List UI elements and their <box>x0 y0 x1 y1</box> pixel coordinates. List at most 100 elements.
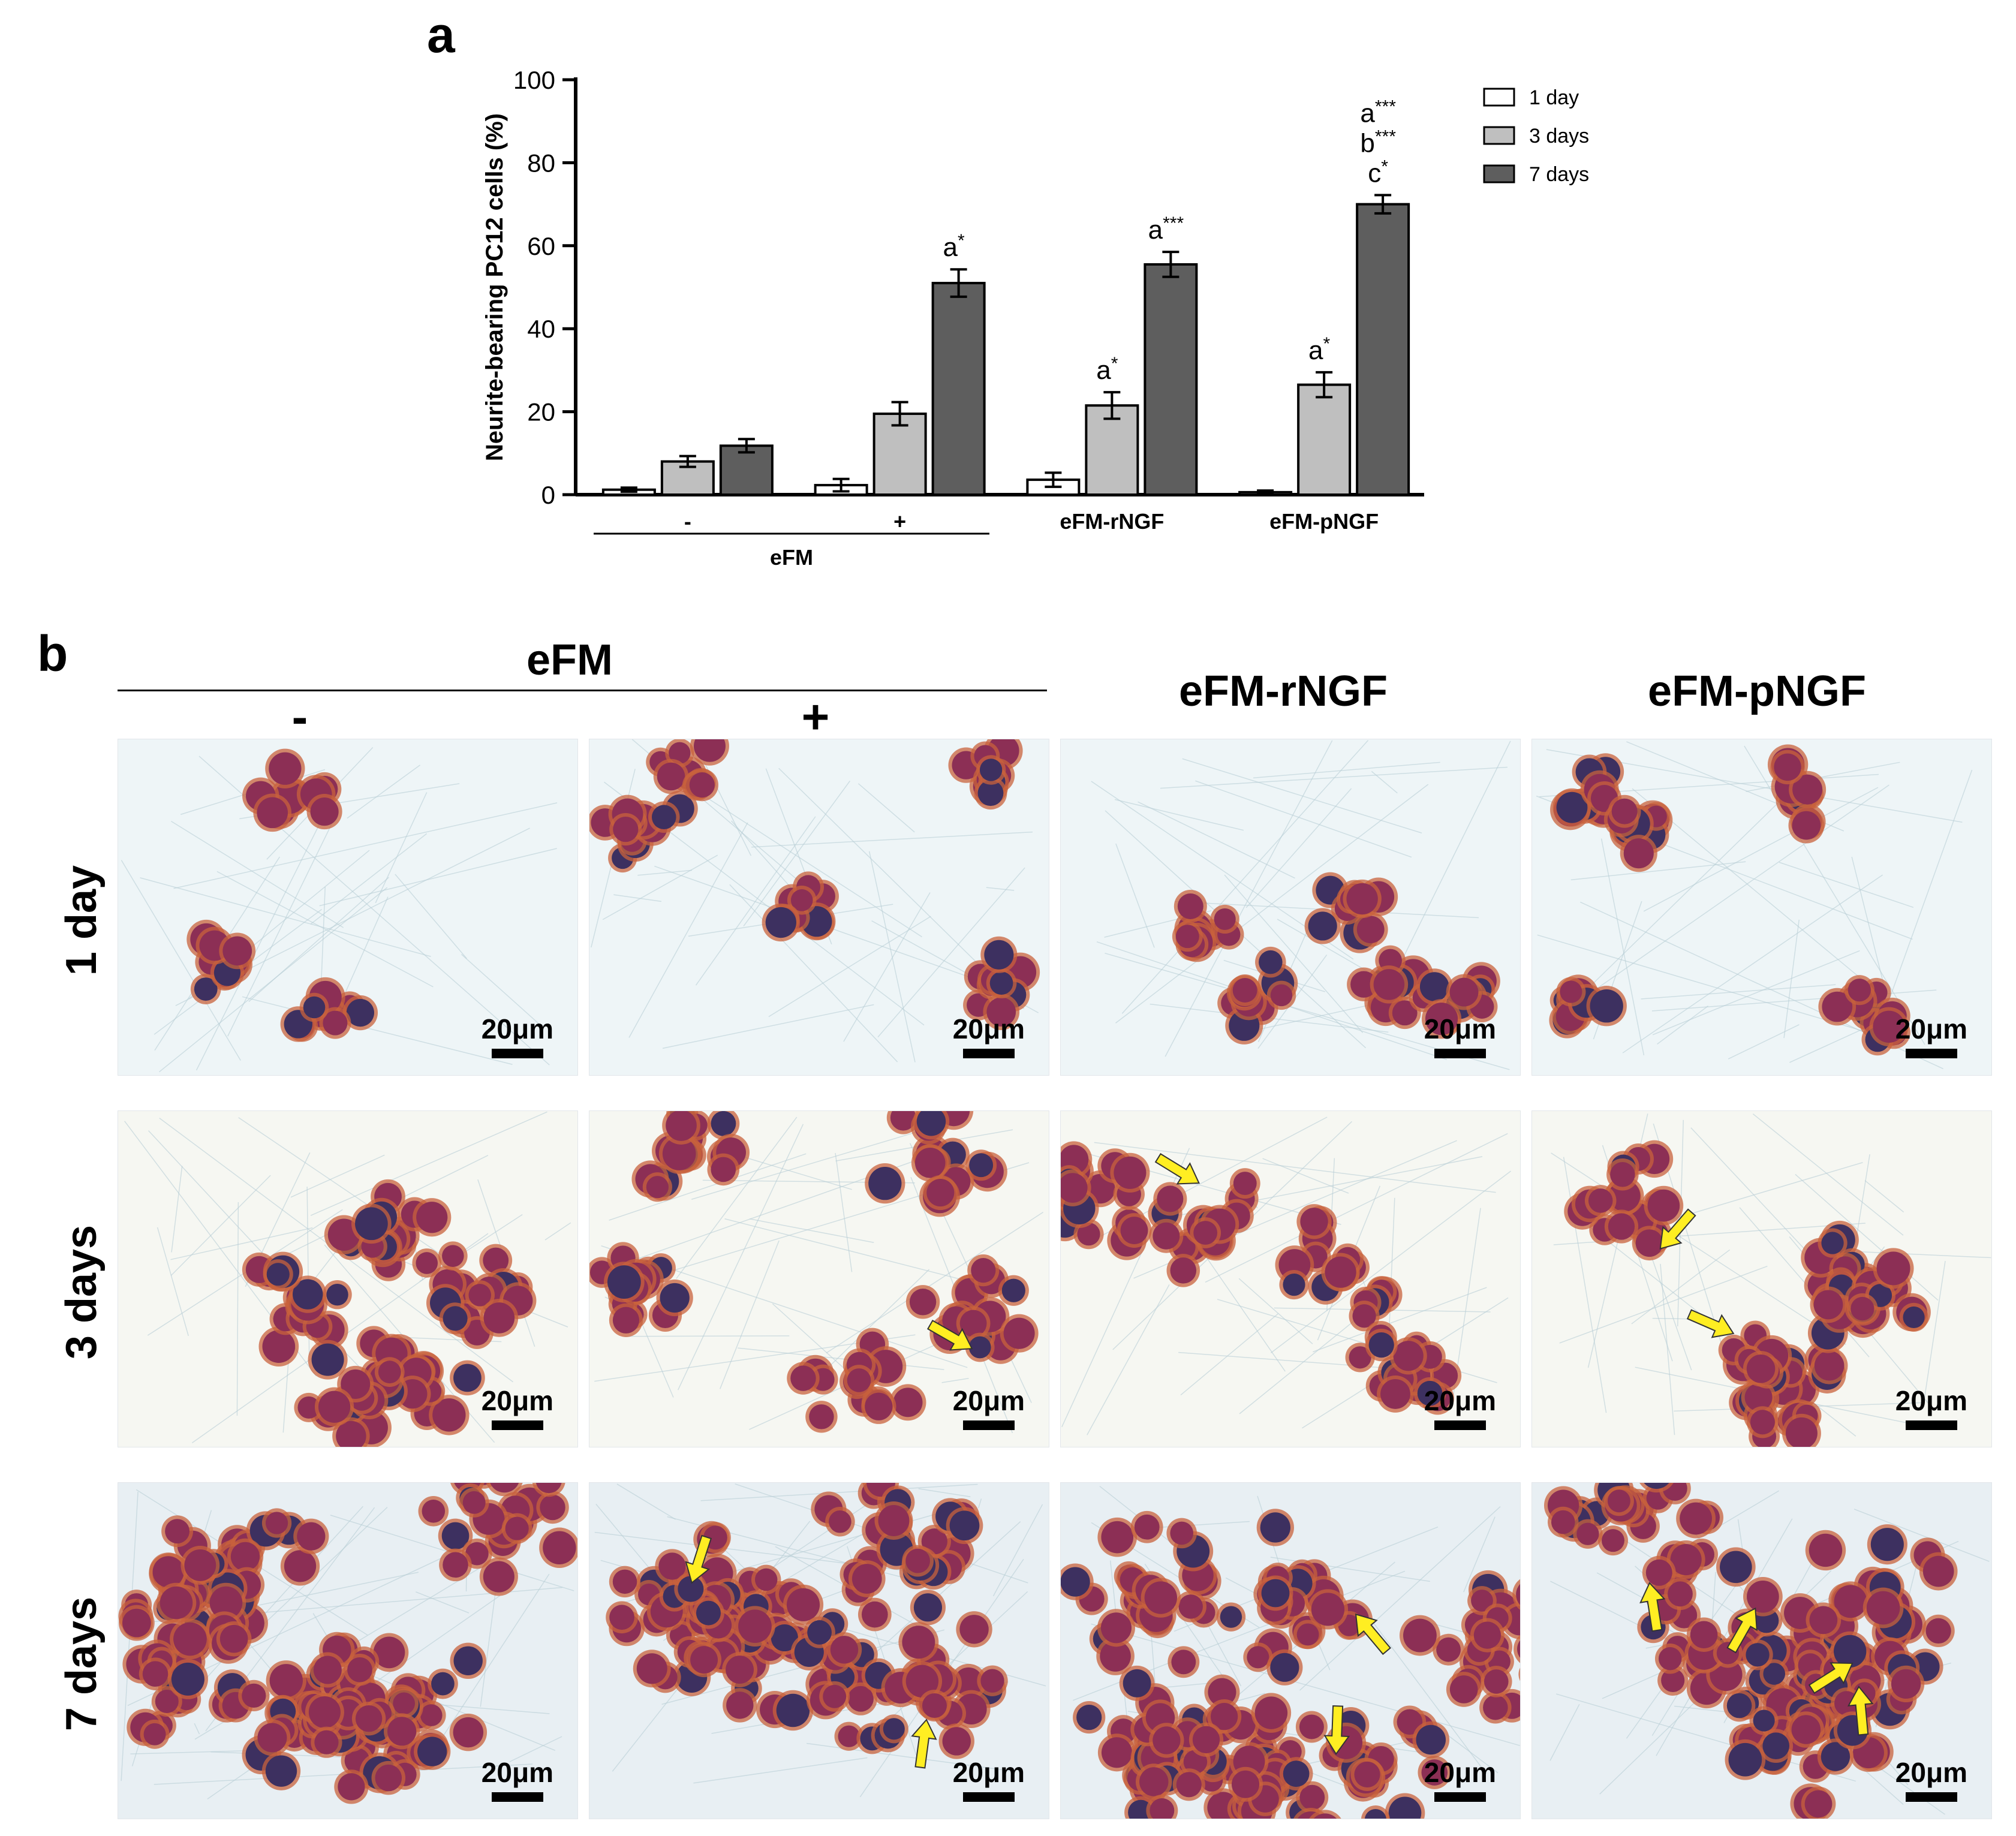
y-tick-label: 40 <box>527 315 555 343</box>
neurite-arrow-icon <box>1847 1685 1874 1736</box>
scale-bar-line <box>1434 1792 1486 1802</box>
bar <box>1297 383 1352 496</box>
neurite-arrow-icon <box>1355 1613 1391 1656</box>
efm-group-label: eFM <box>526 636 613 684</box>
scale-bar-line <box>1905 1420 1957 1430</box>
significance-label: c* <box>1368 156 1388 188</box>
micrograph-efm-pngf-3-days: 20μm <box>1531 1110 1992 1447</box>
y-tick-label: 80 <box>527 149 555 177</box>
scale-bar: 20μm <box>482 1759 553 1802</box>
legend-swatch <box>1483 88 1515 107</box>
neurite-arrow-icon <box>926 1320 973 1351</box>
neurite-arrow-icon <box>1808 1662 1853 1694</box>
micrograph-image <box>1061 1116 1512 1435</box>
scale-bar-label: 20μm <box>1895 1013 1967 1045</box>
scale-bar: 20μm <box>482 1387 553 1430</box>
x-tick-label: + <box>893 509 906 534</box>
significance-label: a* <box>1096 354 1118 385</box>
col-head-minus: - <box>291 690 308 744</box>
scale-bar-label: 20μm <box>481 1385 553 1416</box>
neurite-arrow-icon <box>1154 1152 1200 1185</box>
scale-bar-label: 20μm <box>952 1757 1025 1788</box>
efm-group-line <box>118 690 1047 691</box>
scale-bar-label: 20μm <box>481 1013 553 1045</box>
row-label-7-days: 7 days <box>58 1596 106 1732</box>
neurite-arrow-icon <box>1659 1208 1696 1250</box>
significance-label: a* <box>1308 334 1330 365</box>
micrograph-image <box>124 1111 571 1447</box>
bar <box>1356 203 1410 496</box>
row-label-3-days: 3 days <box>58 1224 106 1360</box>
scale-bar-line <box>491 1792 543 1802</box>
scale-bar: 20μm <box>1424 1387 1496 1430</box>
scale-bar-line <box>491 1420 543 1430</box>
scale-bar: 20μm <box>953 1759 1025 1802</box>
significance-label: a* <box>943 231 965 262</box>
legend-label: 7 days <box>1529 163 1589 186</box>
scale-bar-line <box>1905 1792 1957 1802</box>
micrograph-image <box>118 1483 577 1804</box>
scale-bar-label: 20μm <box>952 1385 1025 1416</box>
col-head-efm-rngf: eFM-rNGF <box>1179 667 1388 715</box>
scale-bar: 20μm <box>482 1015 553 1058</box>
y-tick-label: 0 <box>541 481 555 509</box>
scale-bar-label: 20μm <box>1424 1013 1496 1045</box>
legend-label: 3 days <box>1529 125 1589 148</box>
significance-label: a*** <box>1360 97 1396 128</box>
y-tick-label: 60 <box>527 232 555 260</box>
micrograph-image <box>1543 1483 1990 1819</box>
micrograph-image <box>1536 741 1973 1070</box>
legend-label: 1 day <box>1529 86 1579 109</box>
scale-bar: 20μm <box>953 1387 1025 1430</box>
y-axis-label: Neurite-bearing PC12 cells (%) <box>482 113 508 461</box>
x-tick-label: eFM-pNGF <box>1269 509 1379 534</box>
micrograph-efm-minus-3-days: 20μm <box>118 1110 578 1447</box>
micrograph-efm-plus-3-days: 20μm <box>589 1110 1049 1447</box>
y-tick-label: 100 <box>513 66 555 94</box>
micrograph-efm-pngf-1-day: 20μm <box>1531 739 1992 1076</box>
panel-b-letter: b <box>37 625 68 682</box>
micrograph-efm-minus-7-days: 20μm <box>118 1482 578 1819</box>
micrograph-efm-plus-1-day: 20μm <box>589 739 1049 1076</box>
scale-bar-label: 20μm <box>952 1013 1025 1045</box>
scale-bar-line <box>491 1049 543 1058</box>
neurite-arrow-icon <box>685 1534 712 1584</box>
row-label-1-day: 1 day <box>58 865 106 976</box>
scale-bar: 20μm <box>1424 1759 1496 1802</box>
legend-swatch <box>1483 164 1515 183</box>
scale-bar-line <box>962 1049 1015 1058</box>
micrograph-efm-rngf-1-day: 20μm <box>1060 739 1521 1076</box>
neurite-arrow-icon <box>1639 1582 1666 1632</box>
scale-bar: 20μm <box>1424 1015 1496 1058</box>
scale-bar-line <box>962 1420 1015 1430</box>
micrograph-efm-plus-7-days: 20μm <box>589 1482 1049 1819</box>
micrograph-image <box>589 739 1040 1063</box>
micrograph-image <box>1091 740 1511 1070</box>
legend-swatch <box>1483 126 1515 145</box>
micrograph-image <box>121 747 558 1073</box>
col-head-plus: + <box>801 690 830 744</box>
neurite-arrow-icon <box>911 1718 937 1769</box>
scale-bar-line <box>1434 1049 1486 1058</box>
micrograph-efm-minus-1-day: 20μm <box>118 739 578 1076</box>
scale-bar-label: 20μm <box>1895 1757 1967 1788</box>
micrograph-image <box>594 1483 1046 1798</box>
scale-bar: 20μm <box>1895 1015 1967 1058</box>
micrograph-image <box>1061 1486 1520 1819</box>
bar <box>1144 263 1198 496</box>
x-tick-label: - <box>684 509 691 534</box>
significance-label: b*** <box>1360 127 1396 158</box>
scale-bar-line <box>1434 1420 1486 1430</box>
scale-bar-label: 20μm <box>481 1757 553 1788</box>
scale-bar-label: 20μm <box>1424 1757 1496 1788</box>
x-tick-label: eFM-rNGF <box>1060 509 1164 534</box>
bar <box>719 444 774 496</box>
scale-bar: 20μm <box>953 1015 1025 1058</box>
micrograph-efm-rngf-3-days: 20μm <box>1060 1110 1521 1447</box>
scale-bar: 20μm <box>1895 1759 1967 1802</box>
y-tick-label: 20 <box>527 398 555 426</box>
micrograph-image <box>1551 1113 1991 1447</box>
micrograph-efm-rngf-7-days: 20μm <box>1060 1482 1521 1819</box>
neurite-arrow-icon <box>1323 1705 1350 1756</box>
significance-label: a*** <box>1148 213 1184 245</box>
